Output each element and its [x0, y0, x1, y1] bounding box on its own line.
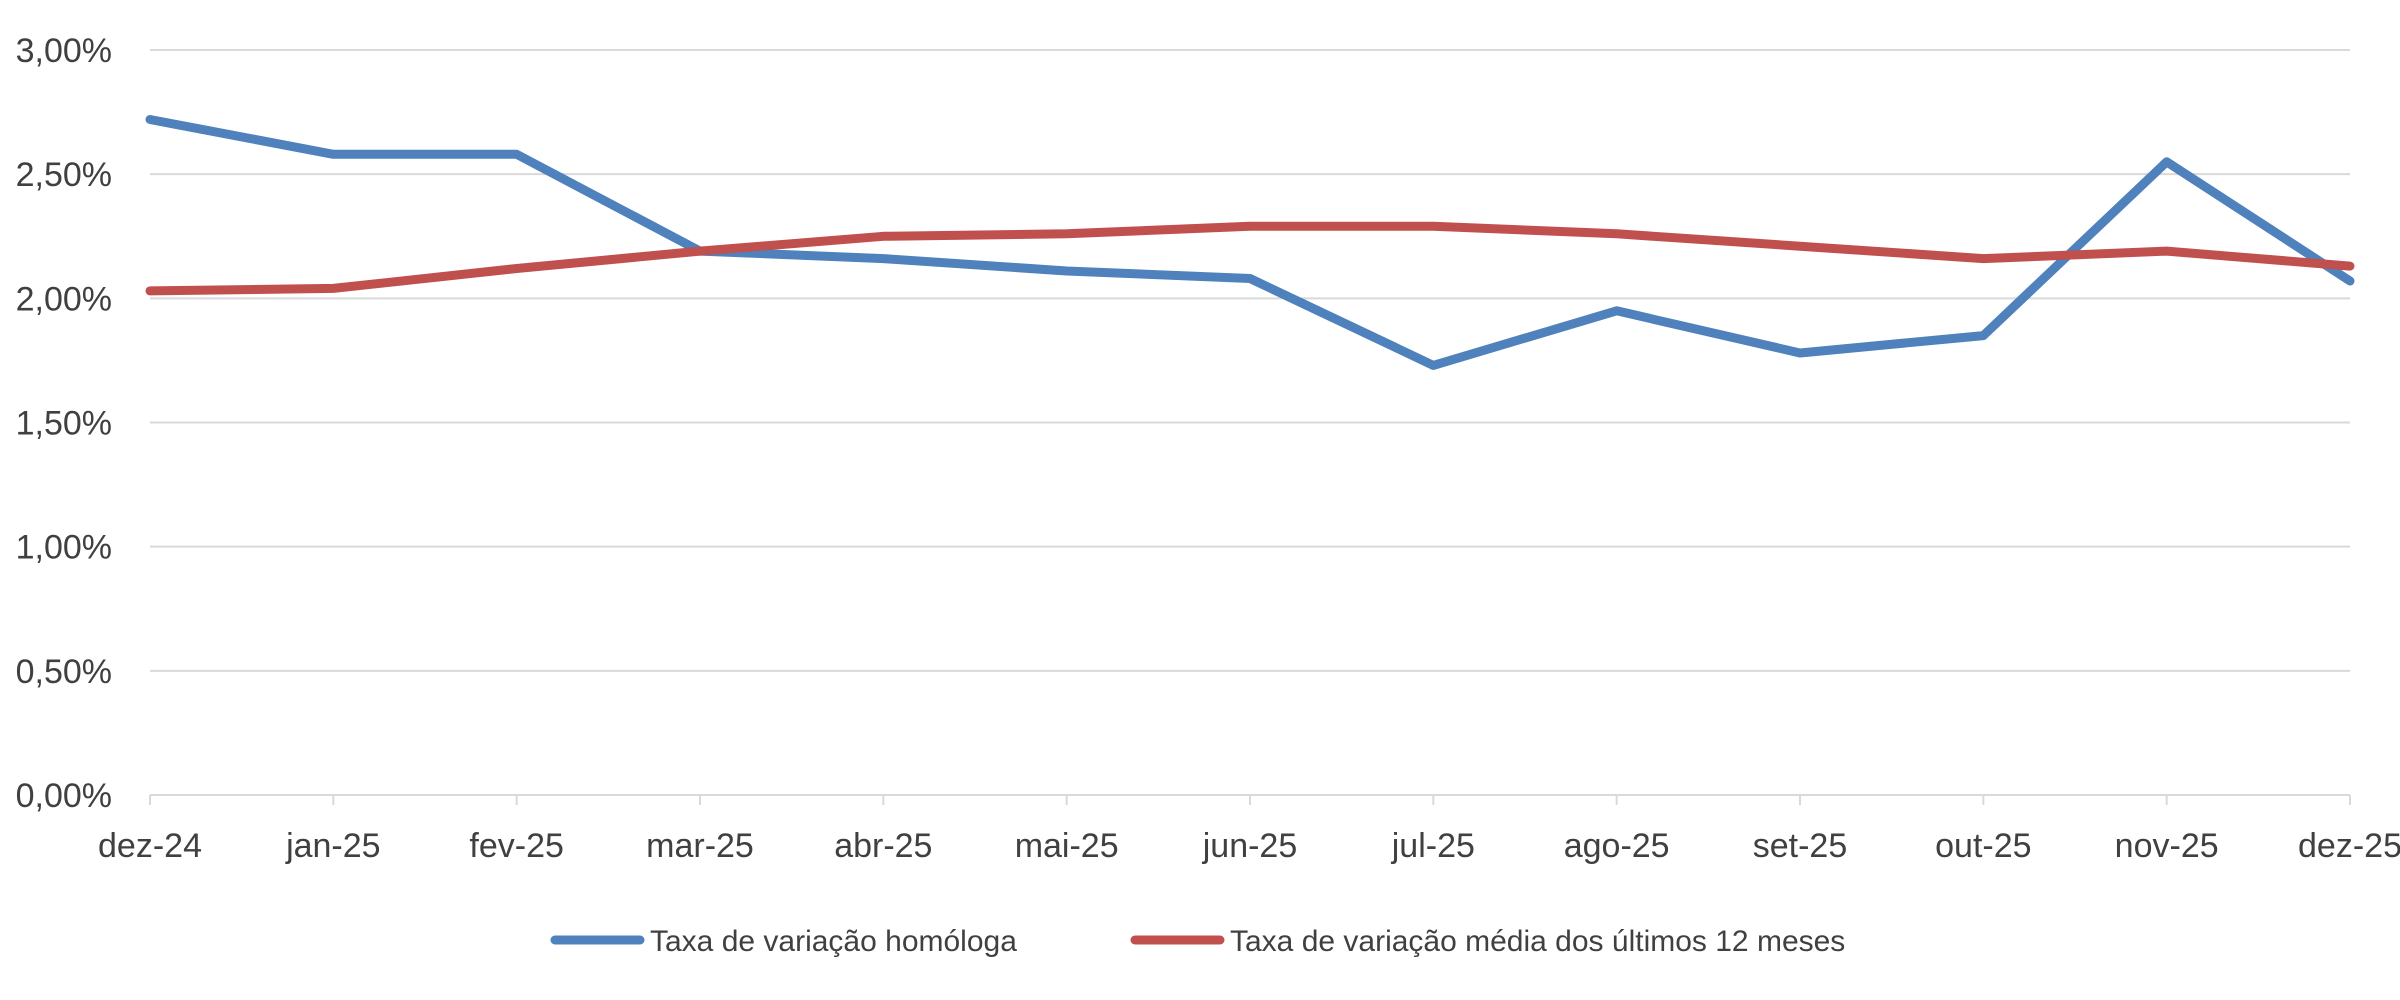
y-tick-label: 2,00% — [16, 280, 112, 318]
y-tick-label: 1,00% — [16, 529, 112, 567]
x-tick-label: jan-25 — [285, 827, 381, 865]
x-axis: dez-24 jan-25 fev-25 mar-25 abr-25 mai-25 jun-… — [98, 794, 2400, 865]
x-tick-label: dez-25 — [2298, 827, 2400, 865]
y-tick-label: 0,00% — [16, 777, 112, 815]
legend-label-2: Taxa de variação média dos últimos 12 me… — [1230, 925, 1845, 958]
y-tick-label: 0,50% — [16, 653, 112, 691]
x-tick-label: dez-24 — [98, 827, 202, 865]
legend-label-1: Taxa de variação homóloga — [650, 925, 1017, 958]
gridlines — [150, 49, 2350, 672]
y-tick-label: 3,00% — [16, 32, 112, 70]
x-tick-label: set-25 — [1753, 827, 1848, 865]
x-tick-label: ago-25 — [1564, 827, 1670, 865]
y-axis-tick-labels: 0,00% 0,50% 1,00% 1,50% 2,00% 2,50% 3,00% — [16, 32, 112, 815]
series-lines — [145, 115, 2355, 370]
legend: Taxa de variação homóloga Taxa de variaçã… — [550, 925, 1845, 958]
x-tick-label: mai-25 — [1015, 827, 1119, 865]
x-tick-label: out-25 — [1935, 827, 2031, 865]
y-tick-label: 1,50% — [16, 405, 112, 443]
y-tick-label: 2,50% — [16, 156, 112, 194]
x-tick-label: fev-25 — [469, 827, 564, 865]
x-tick-label: jul-25 — [1391, 827, 1475, 865]
x-tick-label: mar-25 — [646, 827, 754, 865]
x-tick-label: nov-25 — [2115, 827, 2219, 865]
series-line-1 — [145, 115, 2355, 370]
x-tick-label: jun-25 — [1202, 827, 1298, 865]
x-tick-label: abr-25 — [834, 827, 932, 865]
